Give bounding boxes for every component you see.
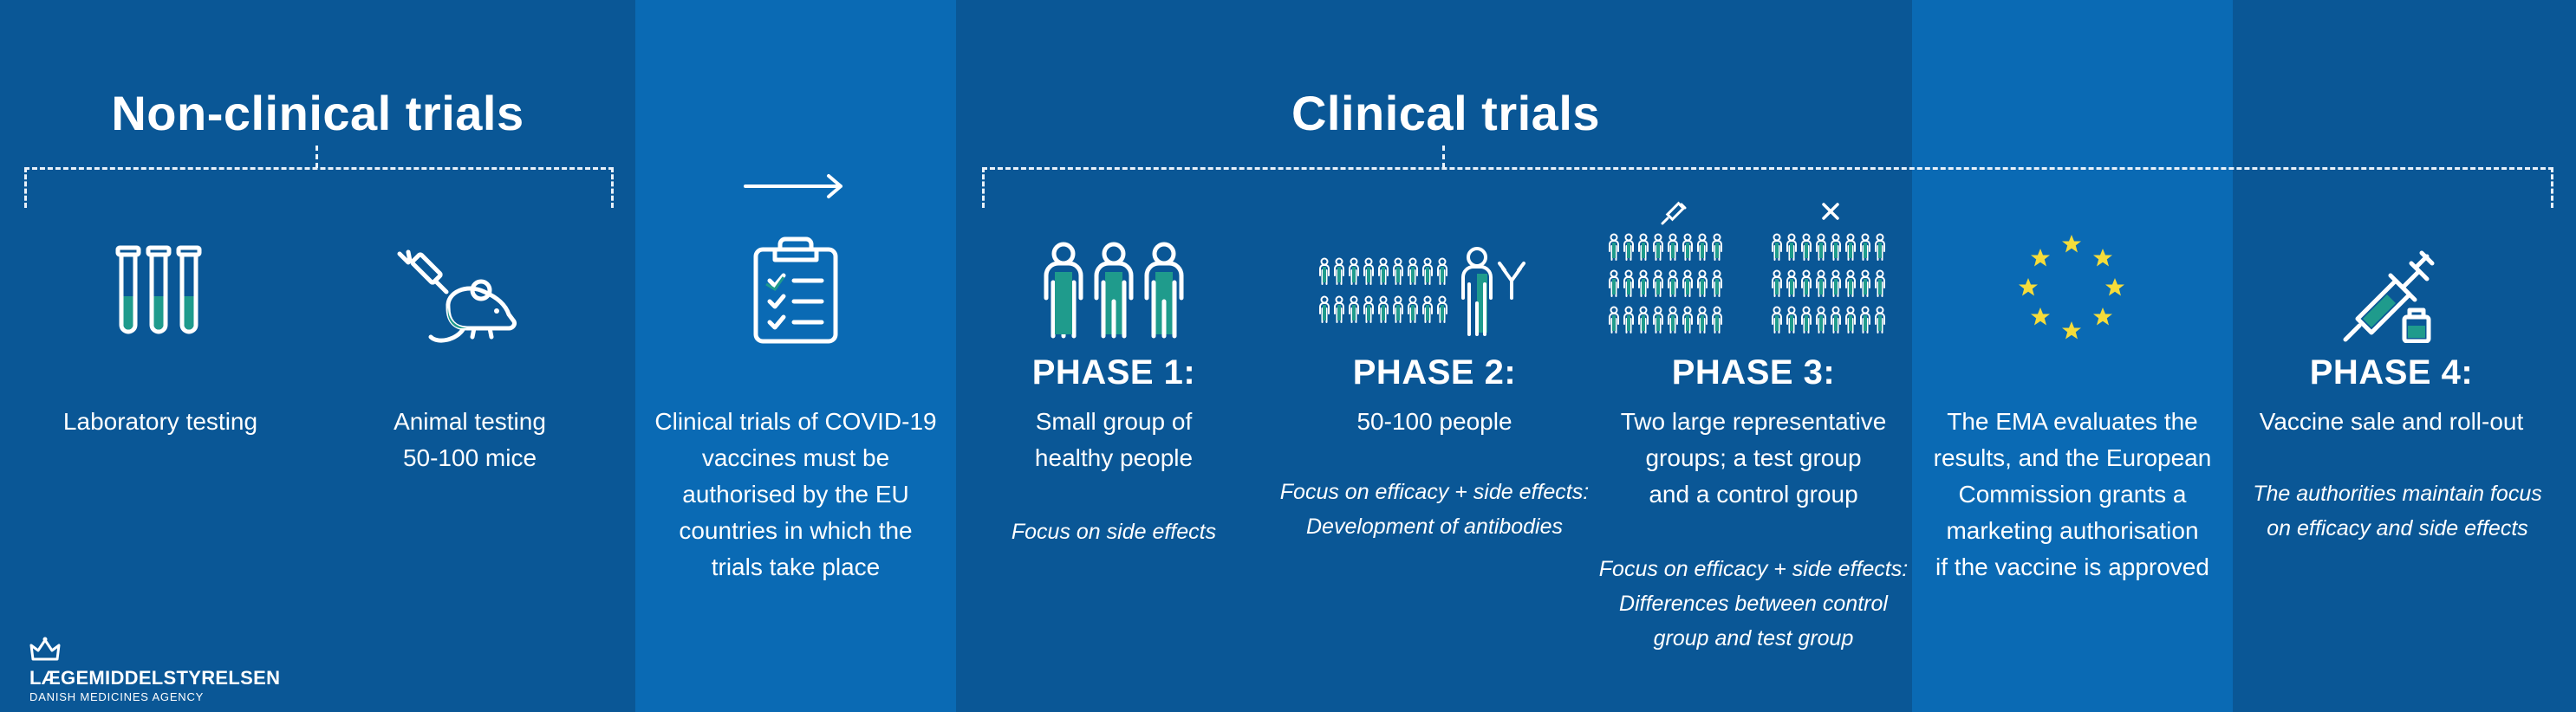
ema-line: results, and the European	[1933, 444, 2212, 471]
ema-text: The EMA evaluates the results, and the E…	[1912, 404, 2233, 586]
band-authorisation	[635, 0, 956, 712]
phase2-note: Focus on efficacy + side effects: Develo…	[1261, 475, 1608, 544]
phase2-line: 50-100 people	[1356, 408, 1512, 435]
phase3-title: PHASE 3:	[1671, 353, 1836, 392]
ema-line: marketing authorisation	[1946, 517, 2199, 544]
phase4-text: Vaccine sale and roll-out	[2233, 404, 2550, 440]
phase1-note: Focus on side effects	[1011, 520, 1217, 544]
phase4-note: The authorities maintain focus on effica…	[2233, 476, 2562, 546]
phase3-note: Focus on efficacy + side effects: Differ…	[1590, 552, 1916, 656]
group-antibody-icon	[1319, 247, 1525, 336]
authorisation-text: Clinical trials of COVID-19 vaccines mus…	[638, 404, 953, 586]
bracket-tick-clinical	[1442, 146, 1445, 168]
crown-icon	[29, 637, 61, 661]
phase3-line: groups; a test group	[1645, 444, 1862, 471]
band-non-clinical	[0, 0, 635, 712]
mouse-syringe-icon	[397, 249, 517, 343]
phase4-title: PHASE 4:	[2309, 353, 2474, 392]
phase2-title: PHASE 2:	[1352, 353, 1517, 392]
clipboard-checklist-icon	[753, 236, 838, 344]
band-phase4	[2233, 0, 2576, 712]
animal-testing-line2: 50-100 mice	[402, 444, 537, 471]
eu-stars-icon	[2019, 235, 2124, 340]
phase3-line: Two large representative	[1620, 408, 1887, 435]
animal-testing-label: Animal testing 50-100 mice	[322, 404, 617, 476]
heading-non-clinical: Non-clinical trials	[111, 86, 524, 140]
two-groups-icon	[1609, 201, 1885, 333]
phase4-line: Vaccine sale and roll-out	[2259, 408, 2524, 435]
bracket-clinical	[982, 167, 2553, 208]
phase4-note-line: The authorities maintain focus	[2253, 482, 2542, 506]
phase1-text: Small group of healthy people	[971, 404, 1257, 476]
authorisation-line: vaccines must be	[701, 444, 890, 471]
phase3-note-line: group and test group	[1653, 626, 1854, 651]
arrow-right-icon	[744, 174, 842, 198]
phase1-title: PHASE 1:	[1031, 353, 1196, 392]
band-clinical	[956, 0, 1912, 712]
phase2-text: 50-100 people	[1291, 404, 1577, 440]
phase3-note-line: Focus on efficacy + side effects:	[1598, 557, 1909, 581]
ema-line: Commission grants a	[1958, 481, 2187, 508]
phase1-line: Small group of	[1035, 408, 1193, 435]
heading-clinical: Clinical trials	[1291, 86, 1601, 140]
logo-subtitle: DANISH MEDICINES AGENCY	[29, 690, 205, 703]
phase3-text: Two large representative groups; a test …	[1595, 404, 1912, 513]
phase1-line: healthy people	[1034, 444, 1194, 471]
ema-line: The EMA evaluates the	[1947, 408, 2198, 435]
phase3-line: and a control group	[1649, 481, 1858, 508]
lab-testing-label: Laboratory testing	[62, 408, 258, 435]
test-tubes-icon	[115, 245, 202, 334]
authorisation-line: trials take place	[711, 553, 881, 580]
three-people-icon	[1044, 242, 1184, 339]
authorisation-line: countries in which the	[679, 517, 913, 544]
phase2-note-line: Development of antibodies	[1305, 515, 1564, 539]
phase3-note-line: Differences between control	[1619, 592, 1888, 616]
ema-line: if the vaccine is approved	[1935, 553, 2209, 580]
phase4-note-line: on efficacy and side effects	[2267, 516, 2528, 540]
syringe-vial-icon	[2343, 250, 2435, 343]
authorisation-line: Clinical trials of COVID-19	[654, 408, 937, 435]
bracket-tick-non-clinical	[315, 146, 318, 168]
authorisation-line: authorised by the EU	[682, 481, 909, 508]
logo-name: LÆGEMIDDELSTYRELSEN	[29, 667, 281, 689]
animal-testing-line1: Animal testing	[394, 408, 546, 435]
agency-logo: LÆGEMIDDELSTYRELSEN DANISH MEDICINES AGE…	[29, 637, 280, 703]
bracket-non-clinical	[24, 167, 614, 208]
band-ema	[1912, 0, 2233, 712]
phase2-note-line: Focus on efficacy + side effects:	[1279, 480, 1590, 504]
